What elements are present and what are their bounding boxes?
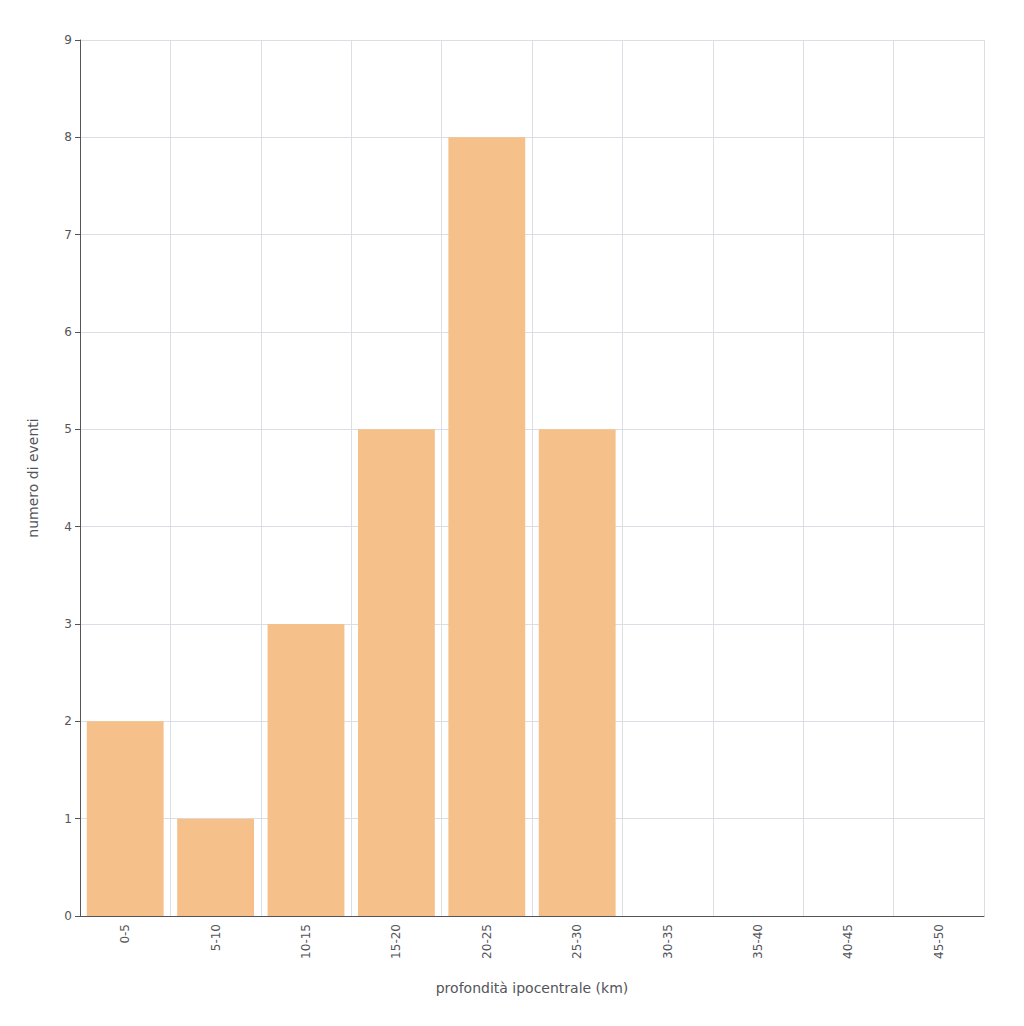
svg-text:15-20: 15-20 [389, 924, 403, 959]
svg-text:1: 1 [64, 812, 72, 826]
svg-text:20-25: 20-25 [480, 924, 494, 959]
svg-text:45-50: 45-50 [932, 924, 946, 959]
svg-text:0-5: 0-5 [118, 924, 132, 944]
svg-text:4: 4 [64, 520, 72, 534]
svg-text:3: 3 [64, 617, 72, 631]
svg-text:40-45: 40-45 [841, 924, 855, 959]
svg-text:9: 9 [64, 33, 72, 47]
svg-text:profondità ipocentrale (km): profondità ipocentrale (km) [436, 980, 629, 996]
svg-text:0: 0 [64, 909, 72, 923]
svg-text:2: 2 [64, 714, 72, 728]
svg-text:7: 7 [64, 228, 72, 242]
svg-text:25-30: 25-30 [570, 924, 584, 959]
svg-text:numero di eventi: numero di eventi [25, 418, 41, 537]
svg-text:5-10: 5-10 [209, 924, 223, 951]
svg-text:8: 8 [64, 130, 72, 144]
svg-text:10-15: 10-15 [299, 924, 313, 959]
svg-text:6: 6 [64, 325, 72, 339]
svg-text:30-35: 30-35 [661, 924, 675, 959]
svg-text:5: 5 [64, 422, 72, 436]
svg-text:35-40: 35-40 [751, 924, 765, 959]
